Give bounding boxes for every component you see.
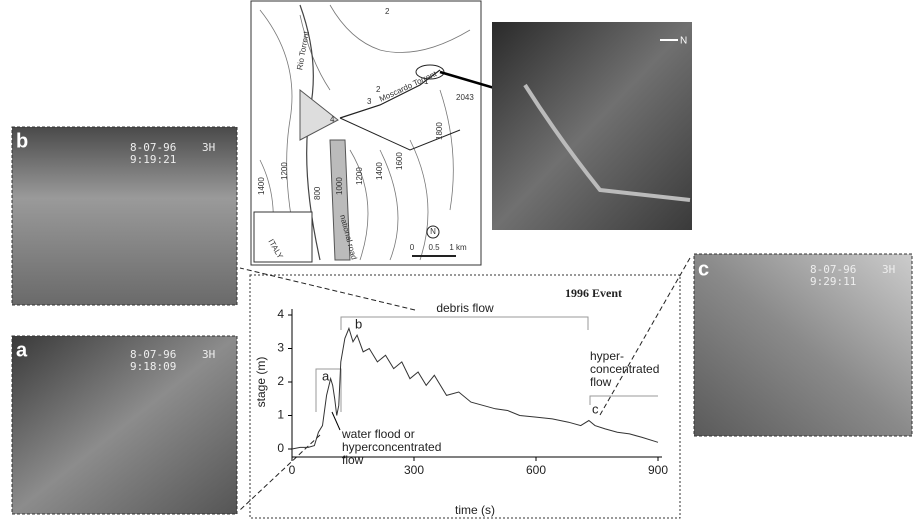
map-label: 4 bbox=[330, 115, 335, 124]
y-tick-label: 2 bbox=[277, 374, 284, 388]
photo-time: 9:19:21 bbox=[130, 153, 176, 166]
x-tick-label: 0 bbox=[289, 463, 296, 477]
map-label: 2 bbox=[376, 85, 381, 94]
photo-channel: 3H bbox=[202, 348, 215, 361]
map-label: 1200 bbox=[280, 162, 289, 180]
photo-time: 9:29:11 bbox=[810, 275, 856, 288]
map-label: 2043 bbox=[456, 93, 474, 102]
figure: 2 2 3 4 1 Rio Torrent Moscardo Torrent 2… bbox=[0, 0, 915, 519]
aerial-north: N bbox=[680, 36, 687, 47]
map: 2 2 3 4 1 Rio Torrent Moscardo Torrent 2… bbox=[251, 1, 481, 265]
map-label: 1200 bbox=[355, 167, 364, 185]
map-label: 0.5 bbox=[428, 243, 440, 252]
map-label: 0 bbox=[410, 243, 415, 252]
x-tick-label: 600 bbox=[526, 463, 546, 477]
annotation: debris flow bbox=[436, 301, 494, 315]
annotation: hyperconcentrated bbox=[342, 440, 441, 454]
photo-b: b 8-07-96 3H 9:19:21 bbox=[12, 127, 237, 305]
photo-c: c 8-07-96 3H 9:29:11 bbox=[694, 254, 912, 436]
annotation: hyper- bbox=[590, 349, 624, 363]
map-label: 1600 bbox=[395, 152, 404, 170]
map-label: 1400 bbox=[375, 162, 384, 180]
annotation: water flood or bbox=[341, 427, 415, 441]
annotation: a bbox=[322, 368, 330, 383]
map-label: 1400 bbox=[257, 177, 266, 195]
panel-label: b bbox=[16, 130, 28, 152]
annotation-pointer bbox=[332, 412, 340, 430]
annotation: flow bbox=[590, 375, 612, 389]
x-axis-title: time (s) bbox=[455, 503, 495, 517]
x-tick-label: 300 bbox=[404, 463, 424, 477]
map-label: 3 bbox=[367, 97, 372, 106]
x-tick-label: 900 bbox=[648, 463, 668, 477]
y-axis-title: stage (m) bbox=[254, 357, 268, 408]
panel-label: a bbox=[16, 339, 28, 361]
y-tick-label: 1 bbox=[277, 408, 284, 422]
annotation: c bbox=[592, 401, 599, 416]
map-label: 2 bbox=[385, 7, 390, 16]
map-label: 800 bbox=[313, 186, 322, 200]
y-tick-label: 3 bbox=[277, 341, 284, 355]
connectors bbox=[240, 258, 690, 510]
photo bbox=[694, 254, 912, 436]
map-label: 1000 bbox=[335, 177, 344, 195]
photo bbox=[12, 336, 237, 514]
panel-label: c bbox=[698, 258, 709, 280]
photo-a: a 8-07-96 3H 9:18:09 bbox=[12, 336, 237, 514]
chart-title: 1996 Event bbox=[565, 286, 622, 300]
map-label: 1 km bbox=[449, 243, 467, 252]
y-tick-label: 0 bbox=[277, 441, 284, 455]
annotation: flow bbox=[342, 453, 364, 467]
photo-channel: 3H bbox=[202, 141, 215, 154]
annotation: concentrated bbox=[590, 362, 659, 376]
photo-time: 9:18:09 bbox=[130, 360, 176, 373]
photo-channel: 3H bbox=[882, 263, 895, 276]
map-label: N bbox=[430, 227, 436, 236]
annotation: b bbox=[355, 316, 362, 331]
y-tick-label: 4 bbox=[277, 307, 284, 321]
map-label: 1800 bbox=[435, 122, 444, 140]
